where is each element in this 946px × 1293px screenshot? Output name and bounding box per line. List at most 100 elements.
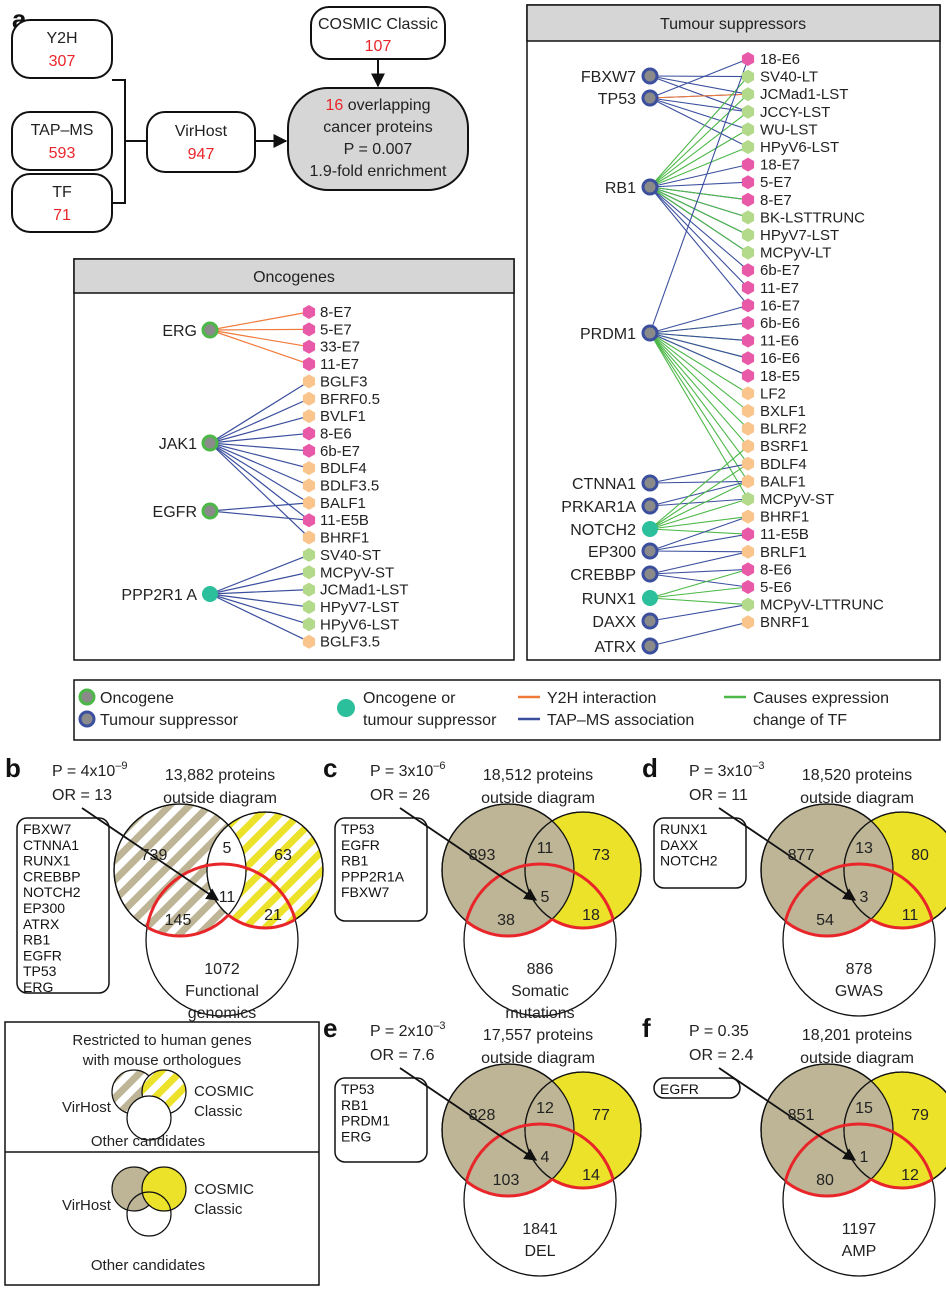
venn-pvalue: P = 0.35 xyxy=(689,1023,749,1040)
legend: Oncogene Tumour suppressor Oncogene or t… xyxy=(73,679,941,741)
suppressor-label: CREBBP xyxy=(570,567,636,584)
key-cosmic-2b: Classic xyxy=(194,1201,243,1218)
suppressor-interaction-edge xyxy=(649,58,749,334)
viral-protein-label: 8-E7 xyxy=(320,304,352,321)
viral-protein-icon xyxy=(741,351,755,366)
venn-red-boundary-right xyxy=(523,864,616,930)
suppressor-interaction-edge xyxy=(649,568,749,599)
viral-protein-label: 16-E6 xyxy=(760,350,800,367)
viral-protein-label: BALF1 xyxy=(760,473,806,490)
viral-protein-label: MCPyV-LTTRUNC xyxy=(760,597,884,614)
dual-role-gene-node xyxy=(202,586,218,602)
venn-other-label-1: DEL xyxy=(524,1243,555,1260)
key-cosmic-circle xyxy=(141,1166,187,1212)
viral-protein-label: 18-E7 xyxy=(760,157,800,174)
suppressor-node xyxy=(641,612,659,630)
viral-protein-label: 11-E7 xyxy=(320,356,359,373)
venn-count-other-only: 886 xyxy=(527,961,554,978)
venn-gene-box xyxy=(653,1077,741,1099)
oncogene-interaction-edge xyxy=(209,442,310,521)
suppressor-interaction-edge xyxy=(649,186,749,201)
suppressor-node xyxy=(641,89,659,107)
suppressor-legend-icon xyxy=(78,710,96,728)
source-name: TF xyxy=(52,184,72,201)
venn-panel-f: f P = 0.35 OR = 2.4 18,201 proteins outside … xyxy=(642,1013,946,1277)
venn-gene: TP53 xyxy=(341,821,375,837)
viral-protein-label: 5-E7 xyxy=(320,321,352,338)
suppressor-interaction-edge xyxy=(649,533,749,552)
suppressor-interaction-edge xyxy=(649,463,749,484)
viral-protein-label: 8-E6 xyxy=(760,561,792,578)
suppressor-interaction-edge xyxy=(649,322,749,334)
viral-protein-icon xyxy=(741,263,755,278)
venn-red-boundary xyxy=(462,862,618,936)
venn-outside-count: 18,201 proteins xyxy=(802,1027,912,1044)
venn-gene: RB1 xyxy=(341,1097,368,1113)
venn-count-cosmic-other: 18 xyxy=(582,907,600,924)
key-cosmic-1a: COSMIC xyxy=(194,1083,254,1100)
oncogene-interaction-edge xyxy=(209,510,310,521)
venn-count-cosmic-other: 11 xyxy=(902,907,919,924)
viral-protein-label: BHRF1 xyxy=(760,509,809,526)
oncogene-interaction-edge xyxy=(209,311,310,331)
suppressor-interaction-edge xyxy=(649,573,749,588)
oncogene-interaction-edge xyxy=(209,554,310,595)
dual-role-gene-node xyxy=(642,590,658,606)
viral-protein-icon xyxy=(741,597,755,612)
venn-gene: DAXX xyxy=(660,837,699,853)
panel-letter: e xyxy=(323,1013,337,1043)
viral-protein-icon xyxy=(741,492,755,506)
source-count: 593 xyxy=(49,145,76,162)
viral-protein-label: BLRF2 xyxy=(760,421,807,438)
venn-count-all-three: 3 xyxy=(860,889,869,906)
viral-protein-icon xyxy=(741,421,755,436)
oncogenes-panel: Oncogenes 8-E75-E733-E711-E7BGLF3BFRF0.5… xyxy=(73,258,515,661)
venn-arrow xyxy=(399,1067,538,1161)
venn-gene: CREBBP xyxy=(23,868,81,884)
venn-panel-c: c P = 3x10–6 OR = 26 18,512 proteins outside… xyxy=(323,753,642,1022)
oncogene-interaction-edge xyxy=(209,329,310,348)
viral-protein-icon xyxy=(302,357,316,372)
suppressor-label: PRKAR1A xyxy=(561,499,636,516)
suppressor-interaction-edge xyxy=(649,332,749,447)
suppressor-label: NOTCH2 xyxy=(570,522,636,539)
suppressor-interaction-edge xyxy=(649,332,749,482)
viral-protein-icon xyxy=(741,280,755,295)
suppressor-interaction-edge xyxy=(649,75,749,95)
venn-pvalue-base: P = 4x10 xyxy=(52,763,115,780)
suppressor-label: FBXW7 xyxy=(581,69,636,86)
viral-protein-icon xyxy=(741,210,755,225)
venn-key: Restricted to human genes with mouse ort… xyxy=(4,1021,320,1286)
venn-gene: EGFR xyxy=(23,947,62,963)
suppressor-interaction-edge xyxy=(649,586,749,599)
oncogene-interaction-edge xyxy=(209,415,310,444)
suppressor-interaction-edge xyxy=(649,480,749,530)
cosmic-count: 107 xyxy=(365,38,392,55)
viral-protein-label: BVLF1 xyxy=(320,408,366,425)
oncogene-legend-icon xyxy=(78,688,96,706)
viral-protein-icon xyxy=(302,305,316,319)
oncogene-interaction-edge xyxy=(209,502,310,512)
viral-protein-label: MCPyV-LT xyxy=(760,245,831,262)
viral-protein-label: SV40-LT xyxy=(760,69,818,86)
oncogene-interaction-edge xyxy=(209,442,310,487)
panel-letter: d xyxy=(642,753,658,783)
oncogene-label: EGFR xyxy=(153,504,197,521)
suppressor-node xyxy=(641,497,659,515)
viral-protein-label: JCMad1-LST xyxy=(760,86,848,103)
viral-protein-label: BDLF3.5 xyxy=(320,478,379,495)
viral-protein-label: BRLF1 xyxy=(760,544,807,561)
viral-protein-icon xyxy=(302,530,316,545)
venn-arrow xyxy=(718,807,857,901)
oncogene-interaction-edge xyxy=(209,398,310,444)
panel-letter: b xyxy=(5,753,21,783)
oncogene-interaction-edge xyxy=(209,329,310,365)
venn-pvalue-exponent: –3 xyxy=(433,1020,445,1032)
viral-protein-icon xyxy=(741,474,755,489)
key-restricted-1: Restricted to human genes xyxy=(72,1032,251,1049)
result-line1: 16 overlapping xyxy=(326,97,431,114)
suppressors-title: Tumour suppressors xyxy=(660,16,806,33)
viral-protein-label: BSRF1 xyxy=(760,438,808,455)
result-overlap-text: overlapping xyxy=(343,97,430,114)
viral-protein-label: 11-E5B xyxy=(760,526,809,543)
